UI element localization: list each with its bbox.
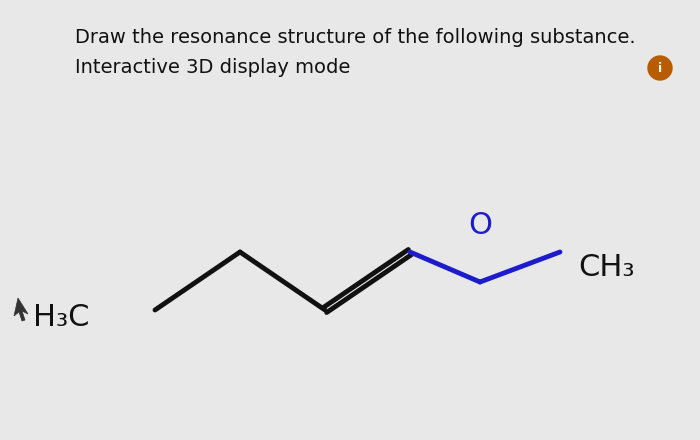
Text: O: O [468, 211, 492, 240]
Polygon shape [14, 298, 28, 321]
Text: i: i [658, 62, 662, 74]
Text: H₃C: H₃C [34, 304, 90, 333]
Text: CH₃: CH₃ [578, 253, 634, 282]
Circle shape [648, 56, 672, 80]
Text: Interactive 3D display mode: Interactive 3D display mode [75, 58, 351, 77]
Text: Draw the resonance structure of the following substance.: Draw the resonance structure of the foll… [75, 28, 636, 47]
